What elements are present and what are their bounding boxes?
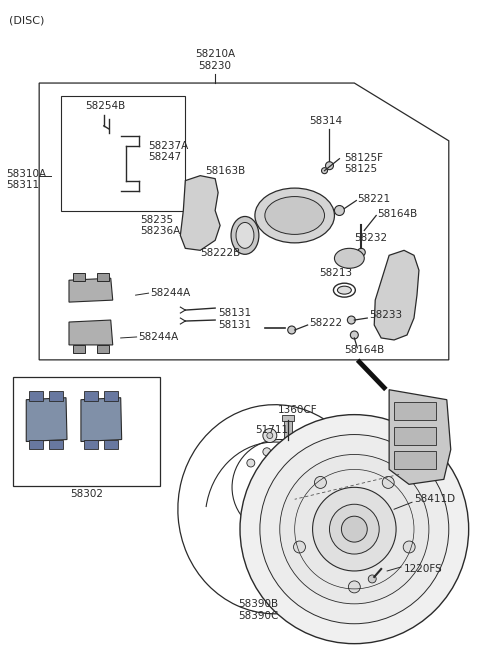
Bar (394, 451, 436, 469)
Circle shape (252, 459, 308, 515)
Polygon shape (26, 397, 67, 442)
Circle shape (312, 487, 396, 571)
Text: 58230: 58230 (199, 61, 232, 71)
Bar (104, 391, 118, 401)
Bar (284, 420, 292, 438)
Polygon shape (389, 390, 451, 484)
Ellipse shape (265, 196, 324, 235)
Circle shape (263, 428, 277, 443)
Circle shape (322, 168, 327, 173)
Text: 58125: 58125 (344, 164, 377, 173)
Circle shape (403, 541, 415, 553)
Text: 1360CF: 1360CF (278, 405, 317, 415)
Text: 58235: 58235 (141, 215, 174, 225)
Text: 58221: 58221 (357, 194, 390, 204)
Circle shape (280, 455, 429, 604)
Circle shape (329, 505, 379, 554)
Text: 58131: 58131 (218, 308, 251, 318)
Bar (97, 273, 109, 281)
Circle shape (240, 415, 468, 644)
Circle shape (294, 541, 305, 553)
Text: 58390B: 58390B (238, 599, 278, 609)
Circle shape (382, 476, 394, 488)
Circle shape (260, 434, 449, 623)
Text: 58213: 58213 (320, 268, 353, 279)
Circle shape (350, 331, 358, 339)
Circle shape (314, 476, 326, 488)
Circle shape (348, 581, 360, 593)
Text: 58310A: 58310A (6, 169, 47, 179)
Ellipse shape (236, 223, 254, 248)
Bar (73, 273, 85, 281)
Text: 58236A: 58236A (141, 227, 181, 237)
Text: 58244A: 58244A (139, 332, 179, 342)
Polygon shape (81, 397, 122, 442)
Text: 58411D: 58411D (414, 494, 455, 505)
Bar (104, 440, 118, 449)
Bar (282, 415, 294, 420)
Circle shape (288, 326, 296, 334)
Text: 58244A: 58244A (151, 288, 191, 298)
Circle shape (325, 162, 334, 170)
Text: 58232: 58232 (354, 233, 387, 243)
Text: 1220FS: 1220FS (404, 564, 443, 574)
Text: 58237A: 58237A (148, 141, 189, 151)
Bar (29, 391, 43, 401)
Circle shape (348, 316, 355, 324)
Ellipse shape (337, 286, 351, 294)
Bar (49, 440, 63, 449)
Text: 58247: 58247 (148, 152, 181, 162)
Circle shape (267, 432, 273, 438)
Ellipse shape (255, 188, 335, 243)
Bar (29, 440, 43, 449)
Text: 58390C: 58390C (238, 611, 278, 621)
Bar (394, 401, 436, 420)
PathPatch shape (180, 175, 220, 250)
Circle shape (341, 516, 367, 542)
Ellipse shape (335, 248, 364, 268)
Polygon shape (69, 320, 113, 345)
Text: 58233: 58233 (369, 310, 402, 320)
Polygon shape (69, 278, 113, 302)
Bar (394, 426, 436, 445)
Text: 58222: 58222 (310, 318, 343, 328)
Bar (13, 377, 160, 486)
Bar (84, 391, 98, 401)
Text: 58131: 58131 (218, 320, 251, 330)
Circle shape (368, 575, 376, 583)
Circle shape (257, 516, 265, 524)
Text: 58254B: 58254B (85, 101, 125, 111)
Text: 58314: 58314 (310, 116, 343, 126)
Text: 58302: 58302 (71, 489, 103, 499)
Text: 58163B: 58163B (205, 166, 245, 175)
Text: (DISC): (DISC) (9, 15, 45, 26)
Bar (97, 345, 109, 353)
Circle shape (357, 248, 365, 256)
Ellipse shape (231, 216, 259, 254)
Text: 58311: 58311 (6, 179, 39, 190)
Text: 58222B: 58222B (200, 248, 240, 258)
Bar (73, 345, 85, 353)
Text: 58125F: 58125F (344, 152, 384, 163)
Circle shape (335, 206, 344, 215)
Circle shape (243, 502, 251, 510)
Text: 58164B: 58164B (377, 208, 418, 219)
Text: 58164B: 58164B (344, 345, 384, 355)
Bar (84, 440, 98, 449)
Bar (61, 96, 185, 210)
Circle shape (263, 448, 271, 456)
Text: 58210A: 58210A (195, 49, 235, 59)
Text: 51711: 51711 (255, 424, 288, 434)
PathPatch shape (374, 250, 419, 340)
Circle shape (247, 459, 255, 467)
Bar (49, 391, 63, 401)
